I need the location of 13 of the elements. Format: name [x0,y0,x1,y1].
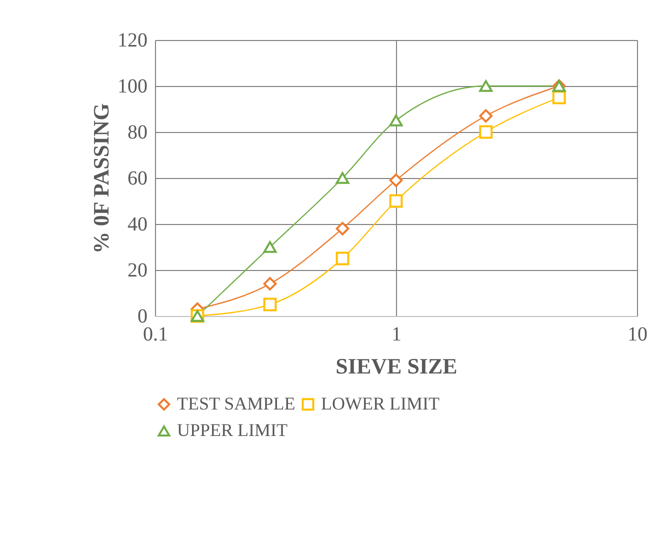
y-tick-label: 120 [118,30,148,52]
y-tick-label: 40 [128,214,148,236]
y-tick-label: 20 [128,260,148,282]
y-axis-title: % 0F PASSING [88,103,114,254]
y-tick-label: 80 [128,122,148,144]
x-axis-title: SIEVE SIZE [336,354,458,378]
legend-label: LOWER LIMIT [321,393,440,414]
x-tick-label: 10 [628,324,648,346]
y-tick-label: 100 [118,76,148,98]
x-tick-label: 1 [392,324,402,346]
legend-label: TEST SAMPLE [177,393,296,414]
legend-label: UPPER LIMIT [177,420,288,440]
y-tick-label: 60 [128,168,148,190]
